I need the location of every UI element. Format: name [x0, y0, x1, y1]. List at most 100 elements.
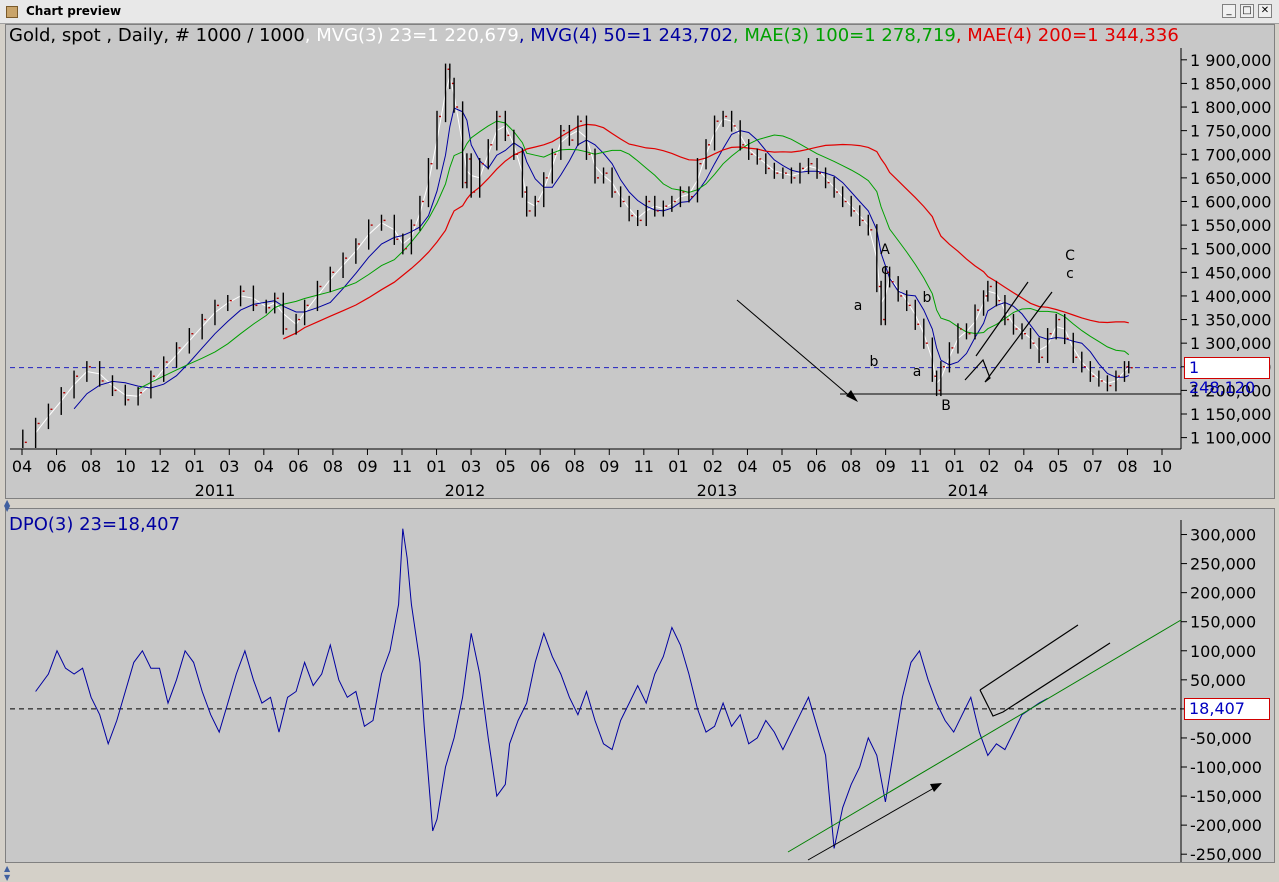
close-button[interactable]: ✕: [1258, 4, 1272, 18]
x-tick-label: 09: [357, 457, 377, 476]
year-label: 2012: [445, 481, 486, 500]
x-tick-label: 04: [1014, 457, 1034, 476]
x-tick-label: 01: [668, 457, 688, 476]
dpo-y-tick-label: -250,000: [1190, 845, 1262, 864]
collapse-up-icon[interactable]: ▲: [4, 498, 11, 507]
wave-label: c: [881, 262, 889, 278]
dpo-y-tick-label: -150,000: [1190, 787, 1262, 806]
wave-label: B: [941, 398, 951, 414]
x-tick-label: 04: [254, 457, 274, 476]
wave-label: b: [923, 290, 932, 306]
series-dpo-line: [35, 528, 1048, 849]
x-tick-label: 06: [806, 457, 826, 476]
trend-arrow-line: [736, 299, 853, 399]
x-tick-label: 12: [150, 457, 170, 476]
series-mae4-line: [283, 123, 1129, 340]
projection-lines: [964, 281, 1053, 383]
price-marker: 1 248,120: [1184, 356, 1270, 397]
price-y-tick-label: 1 450,000: [1190, 263, 1271, 282]
dpo-pane: [5, 508, 1275, 863]
series-mae3-line: [137, 120, 1130, 390]
price-y-tick-label: 1 800,000: [1190, 98, 1271, 117]
window-title: Chart preview: [26, 4, 122, 18]
x-tick-label: 10: [115, 457, 135, 476]
legend-mvg4: , MVG(4) 50=1 243,702: [518, 25, 733, 46]
dpo-y-tick-label: 250,000: [1190, 555, 1256, 574]
price-y-tick-label: 1 600,000: [1190, 192, 1271, 211]
price-y-tick-label: 1 200,000: [1190, 381, 1271, 400]
x-tick-label: 08: [81, 457, 101, 476]
app-icon: [6, 6, 18, 18]
price-y-tick-label: 1 400,000: [1190, 287, 1271, 306]
x-tick-label: 09: [875, 457, 895, 476]
x-tick-label: 10: [1152, 457, 1172, 476]
x-tick-label: 05: [1048, 457, 1068, 476]
bottom-collapse-icon[interactable]: ▲ ▼: [4, 864, 11, 882]
dpo-arrow-head: [930, 783, 942, 792]
x-tick-label: 08: [323, 457, 343, 476]
x-tick-label: 04: [12, 457, 32, 476]
x-tick-label: 01: [945, 457, 965, 476]
x-tick-label: 06: [530, 457, 550, 476]
pane-splitter[interactable]: ▲ ▼: [0, 498, 1279, 513]
x-tick-label: 05: [495, 457, 515, 476]
price-y-tick-label: 1 100,000: [1190, 429, 1271, 448]
dpo-y-tick-label: -200,000: [1190, 816, 1262, 835]
x-tick-label: 01: [426, 457, 446, 476]
wave-label: A: [880, 242, 890, 258]
x-tick-label: 04: [737, 457, 757, 476]
price-legend: Gold, spot , Daily, # 1000 / 1000, MVG(3…: [9, 25, 1179, 46]
x-tick-label: 05: [772, 457, 792, 476]
collapse-down-icon[interactable]: ▼: [4, 504, 11, 513]
trend-arrow-head: [846, 390, 858, 402]
window-titlebar: Chart preview _ □ ✕: [0, 0, 1279, 24]
dpo-y-tick-label: 300,000: [1190, 526, 1256, 545]
legend-mvg3: , MVG(3) 23=1 220,679: [304, 25, 519, 46]
wave-label: C: [1065, 248, 1075, 264]
dpo-y-tick-label: 150,000: [1190, 613, 1256, 632]
x-tick-label: 02: [703, 457, 723, 476]
wave-label: c: [1066, 266, 1074, 282]
price-y-tick-label: 1 850,000: [1190, 74, 1271, 93]
minimize-button[interactable]: _: [1222, 4, 1236, 18]
x-tick-label: 08: [841, 457, 861, 476]
dpo-projection-lines: [979, 624, 1111, 717]
dpo-marker: 18,407: [1184, 697, 1270, 720]
x-tick-label: 02: [979, 457, 999, 476]
x-tick-label: 08: [565, 457, 585, 476]
x-tick-label: 11: [634, 457, 654, 476]
legend-mae4: , MAE(4) 200=1 344,336: [955, 25, 1179, 46]
price-pane: [5, 24, 1275, 499]
x-tick-label: 09: [599, 457, 619, 476]
price-y-tick-label: 1 150,000: [1190, 405, 1271, 424]
year-label: 2011: [195, 481, 236, 500]
dpo-y-tick-label: 100,000: [1190, 642, 1256, 661]
x-tick-label: 11: [392, 457, 412, 476]
dpo-y-tick-label: 200,000: [1190, 584, 1256, 603]
dpo-y-tick-label: -100,000: [1190, 758, 1262, 777]
maximize-button[interactable]: □: [1240, 4, 1254, 18]
price-y-tick-label: 1 500,000: [1190, 240, 1271, 259]
price-y-tick-label: 1 550,000: [1190, 216, 1271, 235]
x-tick-label: 03: [219, 457, 239, 476]
wave-label: a: [854, 298, 863, 314]
dpo-arrow-line: [807, 787, 935, 861]
x-tick-label: 07: [1083, 457, 1103, 476]
wave-label: a: [913, 364, 922, 380]
price-y-tick-label: 1 300,000: [1190, 334, 1271, 353]
series-mvg3-line: [35, 76, 1130, 434]
dpo-y-tick-label: 50,000: [1190, 671, 1246, 690]
price-y-tick-label: 1 700,000: [1190, 145, 1271, 164]
price-y-tick-label: 1 650,000: [1190, 169, 1271, 188]
dpo-y-tick-label: -50,000: [1190, 729, 1252, 748]
price-pane-border: [5, 24, 1275, 499]
legend-mae3: , MAE(3) 100=1 278,719: [732, 25, 956, 46]
x-tick-label: 06: [288, 457, 308, 476]
dpo-trendline: [787, 619, 1182, 853]
price-y-tick-label: 1 750,000: [1190, 122, 1271, 141]
dpo-legend: DPO(3) 23=18,407: [9, 514, 181, 535]
legend-main: Gold, spot , Daily, # 1000 / 1000: [9, 25, 305, 46]
price-y-tick-label: 1 900,000: [1190, 51, 1271, 70]
price-y-tick-label: 1 350,000: [1190, 311, 1271, 330]
